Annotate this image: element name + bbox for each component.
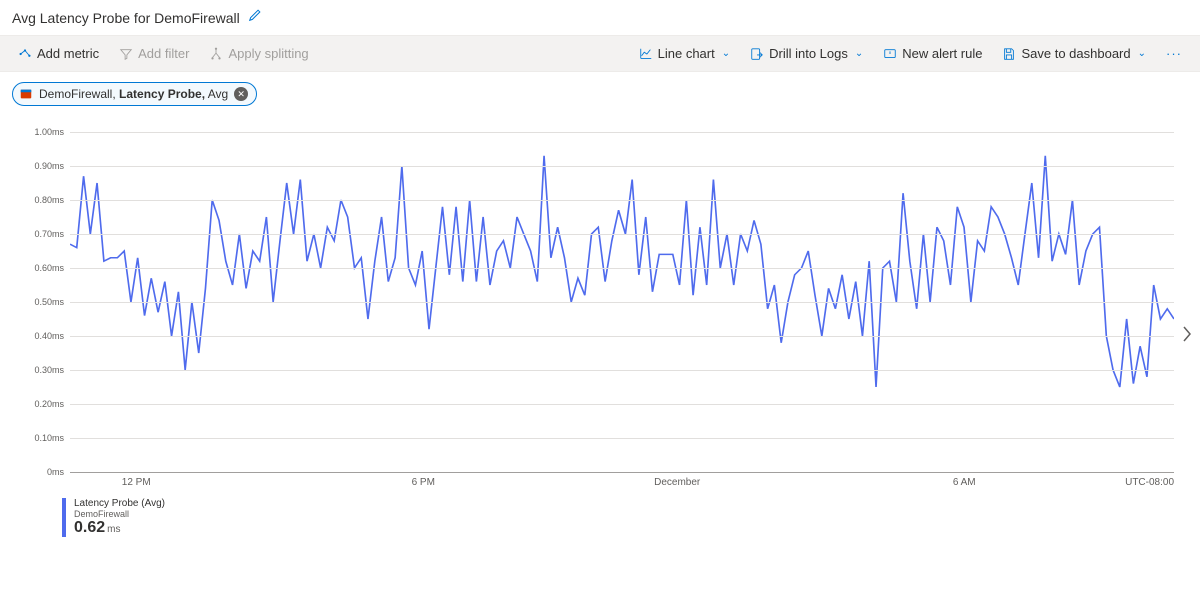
legend-unit: ms: [107, 524, 120, 535]
y-axis: 0ms0.10ms0.20ms0.30ms0.40ms0.50ms0.60ms0…: [26, 132, 70, 472]
gridline: [70, 268, 1174, 269]
new-alert-label: New alert rule: [902, 46, 982, 61]
y-tick-label: 0.40ms: [34, 331, 64, 341]
chip-resource: DemoFirewall,: [39, 87, 116, 101]
toolbar: Add metric Add filter Apply splitting Li…: [0, 35, 1200, 72]
chip-agg: Avg: [208, 87, 228, 101]
split-icon: [209, 47, 223, 61]
y-tick-label: 0.90ms: [34, 161, 64, 171]
apply-splitting-button[interactable]: Apply splitting: [201, 42, 316, 65]
new-alert-button[interactable]: New alert rule: [875, 42, 990, 65]
gridline: [70, 234, 1174, 235]
metric-line: [70, 156, 1174, 387]
filter-icon: [119, 47, 133, 61]
edit-title-icon[interactable]: [248, 8, 262, 27]
y-tick-label: 0.30ms: [34, 365, 64, 375]
gridline: [70, 404, 1174, 405]
save-dashboard-dropdown[interactable]: Save to dashboard ⌄: [994, 42, 1154, 65]
chart: 0ms 0.10ms 0.20ms 0.30ms 0.40ms 0.50ms 0.60ms 0…: [0, 112, 1200, 555]
gridline: [70, 200, 1174, 201]
chip-metric: Latency Probe,: [119, 87, 205, 101]
chevron-down-icon: ⌄: [855, 48, 863, 59]
add-filter-button[interactable]: Add filter: [111, 42, 197, 65]
y-tick-label: 0.50ms: [34, 297, 64, 307]
y-tick-label: 1.00ms: [34, 127, 64, 137]
header: Avg Latency Probe for DemoFirewall: [0, 0, 1200, 35]
metric-chip[interactable]: DemoFirewall, Latency Probe, Avg ✕: [12, 82, 257, 106]
add-metric-button[interactable]: Add metric: [10, 42, 107, 65]
gridline: [70, 370, 1174, 371]
page-title: Avg Latency Probe for DemoFirewall: [12, 10, 240, 26]
add-filter-label: Add filter: [138, 46, 189, 61]
apply-splitting-label: Apply splitting: [228, 46, 308, 61]
more-menu-button[interactable]: ···: [1158, 42, 1190, 65]
scroll-next-button[interactable]: [1178, 318, 1196, 350]
y-tick-label: 0.80ms: [34, 195, 64, 205]
x-axis: UTC-08:00 12 PM 6 PM December 6 AM: [70, 472, 1174, 492]
y-tick-label: 0.10ms: [34, 433, 64, 443]
alert-icon: [883, 47, 897, 61]
drill-logs-dropdown[interactable]: Drill into Logs ⌄: [742, 42, 871, 65]
chevron-down-icon: ⌄: [722, 48, 730, 59]
chart-type-label: Line chart: [658, 46, 715, 61]
legend-item[interactable]: Latency Probe (Avg) DemoFirewall 0.62ms: [62, 498, 165, 537]
drill-logs-label: Drill into Logs: [769, 46, 848, 61]
legend-value: 0.62: [74, 519, 105, 536]
save-dashboard-label: Save to dashboard: [1021, 46, 1130, 61]
legend-title: Latency Probe (Avg): [74, 498, 165, 509]
more-icon: ···: [1166, 46, 1182, 61]
x-tick-label: 6 PM: [412, 477, 435, 488]
legend: Latency Probe (Avg) DemoFirewall 0.62ms: [26, 492, 1174, 547]
y-tick-label: 0.70ms: [34, 229, 64, 239]
add-metric-label: Add metric: [37, 46, 99, 61]
timezone-label: UTC-08:00: [1125, 477, 1174, 488]
logs-icon: [750, 47, 764, 61]
chip-remove-icon[interactable]: ✕: [234, 87, 248, 101]
x-tick-label: December: [654, 477, 700, 488]
y-tick-label: 0ms: [47, 467, 64, 477]
x-tick-label: 12 PM: [122, 477, 151, 488]
chart-type-dropdown[interactable]: Line chart ⌄: [631, 42, 738, 65]
chevron-down-icon: ⌄: [1138, 48, 1146, 59]
y-tick-label: 0.20ms: [34, 399, 64, 409]
line-chart-icon: [639, 47, 653, 61]
gridline: [70, 302, 1174, 303]
legend-subtitle: DemoFirewall: [74, 509, 165, 519]
firewall-icon: [19, 87, 33, 101]
gridline: [70, 132, 1174, 133]
save-icon: [1002, 47, 1016, 61]
y-tick-label: 0.60ms: [34, 263, 64, 273]
metric-chip-row: DemoFirewall, Latency Probe, Avg ✕: [0, 72, 1200, 112]
x-tick-label: 6 AM: [953, 477, 976, 488]
gridline: [70, 336, 1174, 337]
gridline: [70, 438, 1174, 439]
gridline: [70, 166, 1174, 167]
add-metric-icon: [18, 47, 32, 61]
